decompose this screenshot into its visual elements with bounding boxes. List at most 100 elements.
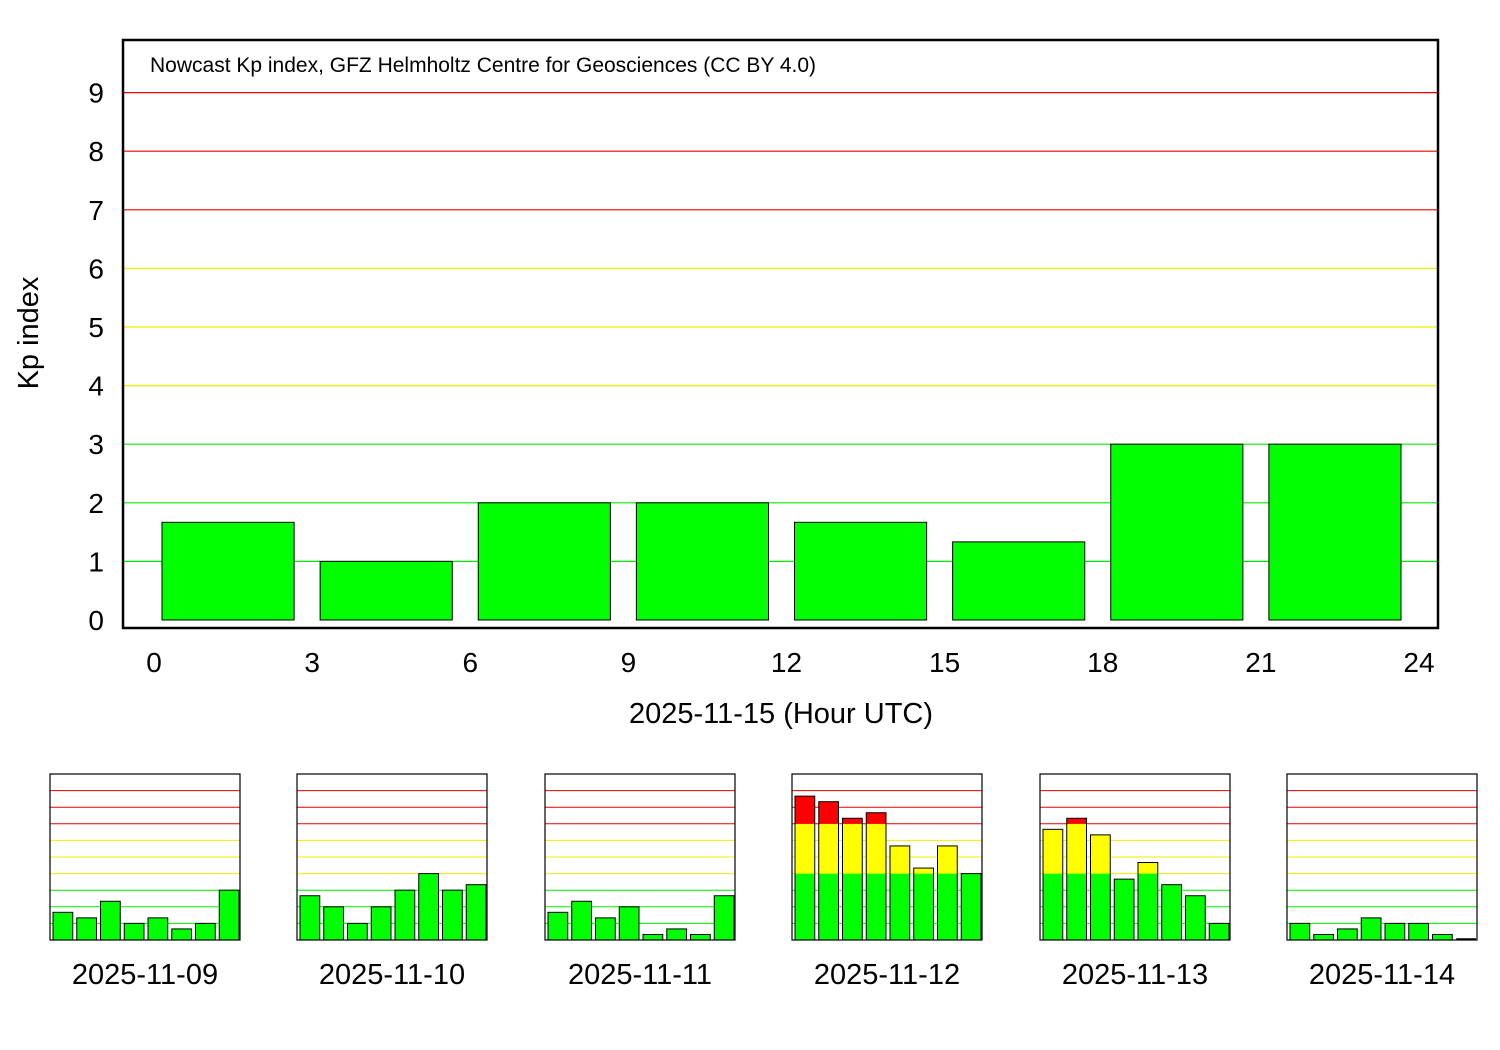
mini-frame: [1286, 773, 1478, 941]
mini-bar-2-segment-quiet: [595, 917, 616, 940]
mini-chart-date-label: 2025-11-13: [1062, 959, 1208, 991]
mini-bar-2-segment-active: [842, 823, 863, 874]
mini-chart-date-label: 2025-11-11: [568, 959, 712, 991]
bar-hour-3-outline: [319, 560, 453, 621]
x-tick-label: 24: [1403, 647, 1434, 678]
bar-hour-12-segment-quiet: [794, 522, 927, 620]
bar-hour-15-outline: [952, 541, 1086, 621]
mini-frame: [1039, 773, 1231, 941]
mini-bar-5-segment-quiet: [1161, 884, 1182, 940]
mini-bar-2-segment-quiet: [347, 923, 368, 940]
mini-bar-0-segment-quiet: [548, 912, 568, 940]
x-tick-label: 21: [1245, 647, 1276, 678]
mini-bar-3-segment-storm: [866, 812, 886, 824]
bar-hour-0-segment-quiet: [162, 522, 295, 620]
mini-bar-1-segment-storm: [1066, 818, 1087, 824]
mini-bar-5-segment-quiet: [666, 928, 687, 940]
mini-bar-4-segment-quiet: [148, 917, 168, 940]
mini-bar-4-segment-quiet: [643, 934, 663, 940]
y-axis-label: Kp index: [13, 276, 45, 389]
mini-bar-7-segment-quiet: [714, 895, 734, 940]
bar-hour-9-outline: [635, 502, 769, 621]
mini-frame: [49, 773, 241, 941]
mini-bar-5-segment-quiet: [171, 928, 192, 940]
mini-bar-5-segment-quiet: [418, 873, 439, 940]
mini-bar-1-segment-active: [1066, 823, 1087, 874]
y-tick-label: 3: [88, 429, 104, 460]
mini-bar-0-segment-active: [1043, 829, 1063, 874]
mini-bar-1-segment-storm: [818, 801, 839, 824]
mini-bar-6-segment-quiet: [195, 923, 216, 940]
mini-bar-0-segment-quiet: [53, 912, 73, 940]
mini-bar-6-segment-quiet: [442, 890, 463, 940]
mini-bar-2-segment-quiet: [1337, 928, 1358, 940]
mini-bar-7-segment-quiet: [466, 884, 486, 940]
bar-hour-18-outline: [1110, 443, 1244, 621]
mini-bar-2-segment-quiet: [842, 873, 863, 940]
x-tick-label: 3: [304, 647, 320, 678]
mini-bar-0-segment-active: [795, 823, 815, 874]
y-tick-label: 2: [88, 488, 104, 519]
mini-bar-4-segment-active: [890, 845, 910, 874]
mini-bar-0-segment-quiet: [795, 873, 815, 940]
mini-bar-6-segment-quiet: [937, 873, 958, 940]
mini-bar-1-segment-quiet: [1066, 873, 1087, 940]
mini-bar-1-segment-quiet: [818, 873, 839, 940]
mini-bar-5-segment-quiet: [1408, 923, 1429, 940]
mini-chart-2025-11-13: 2025-11-13: [1039, 773, 1231, 991]
mini-chart-2025-11-10: 2025-11-10: [296, 773, 488, 991]
x-tick-label: 18: [1087, 647, 1118, 678]
bar-hour-3-segment-quiet: [320, 561, 453, 620]
bar-hour-0-outline: [161, 521, 295, 621]
bar-hour-12-outline: [794, 521, 928, 621]
bar-hour-6-segment-quiet: [478, 502, 611, 620]
mini-bar-2-segment-quiet: [1090, 873, 1111, 940]
mini-bar-2-segment-storm: [842, 818, 863, 824]
mini-bar-4-segment-quiet: [1385, 923, 1405, 940]
mini-bar-1-segment-active: [818, 823, 839, 874]
mini-bar-7-segment-quiet: [1209, 923, 1229, 940]
x-axis-label: 2025-11-15 (Hour UTC): [629, 698, 933, 730]
mini-bar-1-segment-quiet: [571, 901, 592, 940]
mini-bar-6-segment-quiet: [1432, 934, 1453, 940]
mini-chart-2025-11-09: 2025-11-09: [49, 773, 241, 991]
y-tick-label: 8: [88, 136, 104, 167]
mini-frame: [544, 773, 736, 941]
mini-bar-4-segment-quiet: [890, 873, 910, 940]
mini-frame: [296, 773, 488, 941]
y-tick-label: 9: [88, 78, 104, 109]
mini-bar-1-segment-quiet: [1313, 934, 1334, 940]
bar-hour-15-segment-quiet: [952, 541, 1085, 620]
bar-hour-21-outline: [1268, 443, 1402, 621]
x-tick-label: 15: [929, 647, 960, 678]
x-tick-label: 0: [146, 647, 162, 678]
x-tick-label: 6: [462, 647, 478, 678]
mini-chart-2025-11-14: 2025-11-14: [1286, 773, 1478, 991]
mini-bar-1-segment-quiet: [76, 917, 97, 940]
mini-bar-6-segment-quiet: [1185, 895, 1206, 940]
mini-bar-4-segment-quiet: [395, 890, 415, 940]
y-tick-label: 7: [88, 195, 104, 226]
mini-bar-2-segment-active: [1090, 834, 1111, 874]
mini-bar-0-segment-quiet: [300, 895, 320, 940]
mini-bar-5-segment-quiet: [913, 873, 934, 940]
mini-bar-6-segment-active: [937, 845, 958, 874]
mini-frame: [791, 773, 983, 941]
mini-bar-5-segment-active: [913, 868, 934, 874]
mini-chart-date-label: 2025-11-10: [319, 959, 465, 991]
mini-bar-3-segment-quiet: [619, 906, 639, 940]
bar-hour-6-outline: [477, 502, 611, 621]
mini-chart-2025-11-11: 2025-11-11: [544, 773, 736, 991]
y-tick-label: 0: [88, 605, 104, 636]
mini-bar-7-segment-quiet: [961, 873, 981, 940]
mini-bar-3-segment-quiet: [124, 923, 144, 940]
mini-bar-4-segment-active: [1138, 862, 1158, 874]
mini-chart-2025-11-12: 2025-11-12: [791, 773, 983, 991]
mini-bar-1-segment-quiet: [323, 906, 344, 940]
mini-bar-3-segment-quiet: [1361, 917, 1381, 940]
y-tick-label: 4: [88, 371, 104, 402]
mini-bar-0-segment-quiet: [1043, 873, 1063, 940]
previous-days-charts: 2025-11-09 2025-11-10 2025-11-11 2025-11-12…: [49, 773, 1478, 991]
